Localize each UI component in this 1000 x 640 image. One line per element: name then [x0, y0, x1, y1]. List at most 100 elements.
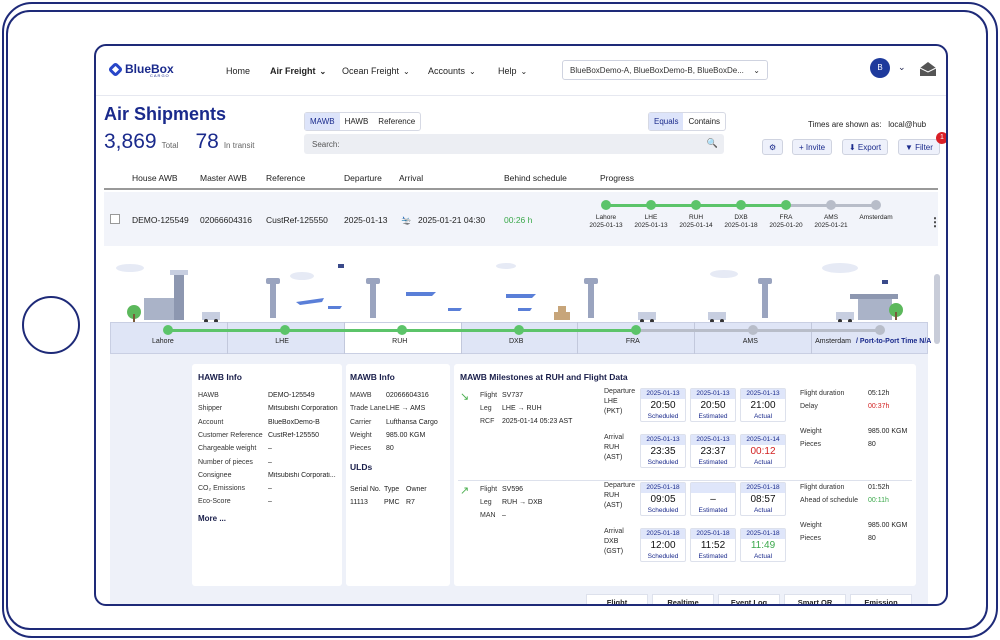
- nav-home[interactable]: Home: [226, 66, 251, 76]
- flight-number: SV737: [502, 392, 524, 399]
- brand-logo[interactable]: BlueBox: [107, 61, 174, 77]
- stage-divider: [226, 322, 228, 354]
- stage-dot: [874, 325, 885, 335]
- match-toggle: Equals Contains: [648, 112, 727, 131]
- progress-dot: [736, 200, 746, 210]
- tab-hawb[interactable]: HAWB: [344, 117, 369, 126]
- tab-flight[interactable]: Flight: [586, 594, 648, 604]
- field-label: MAWB: [350, 392, 372, 399]
- filter-button[interactable]: ▼ Filter: [898, 139, 940, 155]
- field-value: Mitsubishi Corporation: [268, 405, 338, 413]
- milestone-date: 2025-01-18: [691, 529, 735, 539]
- progress-dot: [826, 200, 836, 210]
- milestone-box: 2025-01-13 20:50 Scheduled: [640, 388, 686, 422]
- scrollbar[interactable]: [934, 274, 940, 344]
- milestone-date: 2025-01-18: [641, 529, 685, 539]
- chevron-down-icon[interactable]: ⌄: [898, 62, 906, 72]
- table-row[interactable]: DEMO-125549 02066604316 CustRef-125550 2…: [104, 192, 941, 246]
- col-master-awb[interactable]: Master AWB: [200, 173, 247, 183]
- progress-stop-label: RUH 2025-01-14: [674, 214, 718, 230]
- milestone-box: 2025-01-13 21:00 Actual: [740, 388, 786, 422]
- milestone-box: – Estimated: [690, 482, 736, 516]
- flight-label: Flight: [480, 486, 498, 493]
- tab-emission[interactable]: Emission: [850, 594, 912, 604]
- stage-label-fra[interactable]: FRA: [625, 338, 640, 345]
- nav-air-freight[interactable]: Air Freight ⌄: [270, 66, 327, 76]
- tab-realtime[interactable]: Realtime: [652, 594, 714, 604]
- account-selector[interactable]: BlueBoxDemo-A, BlueBoxDemo-B, BlueBoxDe.…: [562, 60, 768, 80]
- chevron-down-icon: ⌄: [520, 66, 528, 76]
- settings-button[interactable]: ⚙: [762, 139, 784, 155]
- field-label: Eco-Score: [198, 498, 231, 506]
- app-screen: BlueBox CARGO Home Air Freight ⌄ Ocean Fr…: [94, 44, 948, 606]
- cell-master-awb: 02066604316: [200, 215, 253, 225]
- export-button[interactable]: ⬇ Export: [842, 139, 889, 155]
- milestone-date: 2025-01-13: [691, 389, 735, 399]
- tab-mawb[interactable]: MAWB: [305, 113, 340, 130]
- progress-segment: [696, 204, 741, 207]
- field-value: 985.00 KGM: [386, 431, 426, 439]
- stage-label-lhe[interactable]: LHE: [275, 338, 289, 345]
- stage-dot: [397, 325, 408, 335]
- tab-equals[interactable]: Equals: [649, 113, 684, 130]
- inbox-icon[interactable]: [919, 60, 937, 78]
- more-icon[interactable]: ⋮: [929, 215, 941, 229]
- stage-label-dxb[interactable]: DXB: [509, 338, 524, 345]
- stage-label-ruh[interactable]: RUH: [392, 338, 408, 345]
- milestone-status: Estimated: [698, 413, 728, 420]
- brand-name: BlueBox: [125, 62, 174, 76]
- milestone-time: 21:00: [750, 400, 776, 411]
- progress-segment: [606, 204, 651, 207]
- col-house-awb[interactable]: House AWB: [132, 173, 178, 183]
- col-arrival[interactable]: Arrival: [399, 173, 424, 183]
- field-label: Carrier: [350, 418, 372, 426]
- stage-label-amsterdam[interactable]: Amsterdam: [815, 338, 851, 345]
- filter-count-badge: 1: [936, 132, 946, 144]
- tab-smart-qr[interactable]: Smart QR: [784, 594, 846, 604]
- row-checkbox[interactable]: [110, 214, 120, 224]
- side-value: 00:37h: [868, 403, 890, 410]
- transit-count: 78: [195, 130, 219, 153]
- times-value[interactable]: local@hub: [888, 120, 927, 129]
- nav-ocean-freight[interactable]: Ocean Freight ⌄: [342, 66, 410, 76]
- tab-contains[interactable]: Contains: [688, 117, 721, 126]
- search-input[interactable]: Search: 🔍: [304, 134, 724, 154]
- tab-reference[interactable]: Reference: [378, 117, 416, 126]
- nav-help[interactable]: Help ⌄: [498, 66, 528, 76]
- side-label: Pieces: [800, 535, 822, 542]
- more-link[interactable]: More ...: [198, 514, 227, 523]
- chevron-down-icon: ⌄: [469, 66, 476, 76]
- stop-code: RUH: [688, 214, 704, 221]
- col-progress[interactable]: Progress: [600, 173, 635, 183]
- stage-label-ams[interactable]: AMS: [742, 338, 758, 345]
- cell-house-awb: DEMO-125549: [132, 215, 189, 225]
- dep-place: RUH: [604, 492, 620, 499]
- stop-date: 2025-01-14: [679, 222, 713, 229]
- dep-place: LHE: [604, 398, 618, 405]
- route-illustration: [116, 263, 903, 323]
- milestone-date: [691, 483, 735, 493]
- field-value: Mitsubishi Corporati...: [268, 471, 336, 479]
- stage-label-lahore[interactable]: Lahore: [152, 338, 174, 345]
- stop-code: LHE: [644, 214, 658, 221]
- stop-date: 2025-01-13: [589, 222, 623, 229]
- milestones-card: MAWB Milestones at RUH and Flight Data ↘…: [454, 364, 916, 586]
- progress-stop-label: Lahore 2025-01-13: [584, 214, 628, 230]
- col-departure[interactable]: Departure: [344, 173, 382, 183]
- side-label: Flight duration: [800, 390, 845, 397]
- nav-accounts[interactable]: Accounts ⌄: [428, 66, 476, 76]
- milestone-time: –: [710, 494, 716, 505]
- tab-event-log[interactable]: Event Log: [718, 594, 780, 604]
- side-value: 80: [868, 441, 876, 448]
- times-label: Times are shown as:: [808, 120, 882, 129]
- stage-segment: [519, 329, 636, 332]
- progress-segment: [786, 204, 831, 207]
- avatar[interactable]: B: [870, 58, 890, 78]
- col-reference[interactable]: Reference: [266, 173, 306, 183]
- invite-button[interactable]: + Invite: [792, 139, 833, 155]
- home-button[interactable]: [22, 296, 80, 354]
- col-behind[interactable]: Behind schedule: [504, 173, 567, 183]
- arr-place: RUH: [604, 444, 620, 451]
- side-value: 80: [868, 535, 876, 542]
- man-label: MAN: [480, 512, 496, 519]
